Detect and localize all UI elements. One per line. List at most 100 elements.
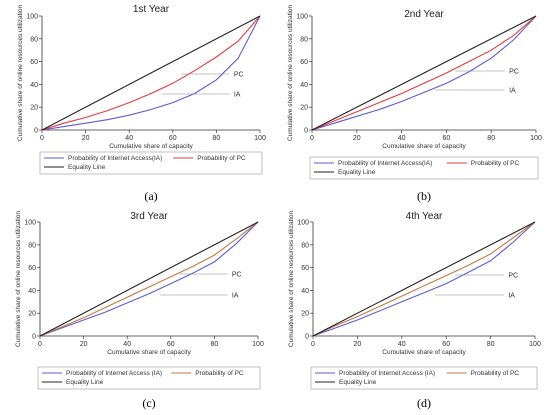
legend-box	[39, 151, 263, 175]
ia-annotation-label: IA	[508, 293, 515, 300]
y-tick-label: 80	[28, 242, 36, 249]
panel-title: 4th Year	[406, 211, 443, 222]
y-tick-label: 0	[32, 334, 36, 341]
series-line-ia	[39, 221, 259, 337]
legend-label: Probability of Internet Access(IA)	[68, 155, 162, 162]
x-tick-label: 40	[398, 135, 406, 142]
x-tick-label: 80	[487, 135, 495, 142]
series-line-equality	[312, 221, 536, 337]
y-tick-label: 60	[30, 59, 38, 66]
series-line-equality	[41, 15, 261, 131]
y-axis-label: Cumulative share of online resources uti…	[288, 211, 295, 348]
y-tick-label: 100	[297, 220, 309, 227]
x-tick-label: 0	[40, 135, 44, 142]
series-line-ia	[311, 15, 537, 131]
legend-label: Probability of PC	[195, 370, 244, 377]
x-tick-label: 60	[169, 135, 177, 142]
panel-label: (a)	[144, 189, 157, 203]
panel-label: (d)	[417, 396, 431, 410]
legend-label: Equality Line	[68, 164, 106, 171]
x-axis-label: Cumulative share of capacity	[382, 143, 466, 150]
legend-label: Probability of PC	[197, 155, 246, 162]
x-tick-label: 0	[38, 341, 42, 348]
y-axis-label: Cumulative share of online resources uti…	[287, 5, 294, 142]
y-tick-label: 60	[28, 265, 36, 272]
y-tick-label: 80	[30, 36, 38, 43]
y-tick-label: 80	[300, 36, 308, 43]
series-line-pc	[41, 15, 261, 131]
x-tick-label: 80	[213, 135, 221, 142]
x-axis-label: Cumulative share of capacity	[107, 349, 191, 356]
legend-label: Probability of PC	[471, 370, 520, 377]
x-tick-label: 100	[252, 341, 264, 348]
legend-box	[37, 366, 261, 390]
ia-annotation-label: IA	[232, 293, 239, 300]
series-line-pc	[39, 221, 259, 337]
pc-annotation-label: PC	[234, 72, 244, 79]
ia-annotation-label: IA	[509, 88, 516, 95]
ia-annotation-label: IA	[234, 92, 241, 99]
legend-label: Probability of Internet Access (IA)	[66, 370, 162, 377]
series-line-equality	[311, 15, 537, 131]
y-axis-label: Cumulative share of online resources uti…	[15, 211, 22, 348]
panel-title: 2nd Year	[404, 9, 444, 20]
x-tick-label: 20	[353, 135, 361, 142]
y-tick-label: 0	[304, 128, 308, 135]
x-tick-label: 60	[442, 341, 450, 348]
x-tick-label: 40	[125, 135, 133, 142]
y-tick-label: 20	[300, 105, 308, 112]
y-tick-label: 0	[34, 128, 38, 135]
x-tick-label: 80	[487, 341, 495, 348]
y-tick-label: 0	[305, 334, 309, 341]
legend-label: Probability of Internet Access (IA)	[339, 370, 435, 377]
series-line-pc	[311, 15, 537, 131]
panel-label: (b)	[417, 189, 431, 203]
x-tick-label: 100	[529, 341, 541, 348]
pc-annotation-label: PC	[509, 69, 519, 76]
series-line-ia	[41, 15, 261, 131]
x-tick-label: 100	[530, 135, 542, 142]
legend-label: Probability of PC	[471, 160, 520, 167]
panel-title: 3rd Year	[130, 211, 168, 222]
y-tick-label: 100	[296, 14, 308, 21]
y-tick-label: 40	[300, 82, 308, 89]
x-tick-label: 20	[80, 341, 88, 348]
y-tick-label: 20	[28, 311, 36, 318]
x-tick-label: 100	[254, 135, 266, 142]
y-tick-label: 20	[30, 105, 38, 112]
x-tick-label: 40	[398, 341, 406, 348]
x-tick-label: 20	[354, 341, 362, 348]
y-tick-label: 60	[301, 265, 309, 272]
x-tick-label: 20	[82, 135, 90, 142]
y-tick-label: 40	[28, 288, 36, 295]
legend-box	[310, 366, 538, 390]
panel-title: 1st Year	[133, 4, 170, 15]
y-tick-label: 80	[301, 242, 309, 249]
x-tick-label: 80	[211, 341, 219, 348]
y-tick-label: 100	[26, 14, 38, 21]
x-tick-label: 60	[167, 341, 175, 348]
y-axis-label: Cumulative share of online resources uti…	[17, 5, 24, 142]
series-line-ia	[312, 221, 536, 337]
legend-label: Probability of Internet Access(IA)	[338, 160, 432, 167]
legend-label: Equality Line	[339, 379, 377, 386]
pc-annotation-label: PC	[508, 273, 518, 280]
x-tick-label: 0	[310, 135, 314, 142]
x-tick-label: 60	[443, 135, 451, 142]
y-tick-label: 40	[30, 82, 38, 89]
x-axis-label: Cumulative share of capacity	[382, 349, 466, 356]
y-tick-label: 40	[301, 288, 309, 295]
series-line-pc	[312, 221, 536, 337]
x-tick-label: 0	[311, 341, 315, 348]
x-tick-label: 40	[123, 341, 131, 348]
legend-box	[309, 156, 539, 180]
y-tick-label: 100	[24, 220, 36, 227]
series-line-equality	[39, 221, 259, 337]
legend-label: Equality Line	[338, 169, 376, 176]
legend-label: Equality Line	[66, 379, 104, 386]
